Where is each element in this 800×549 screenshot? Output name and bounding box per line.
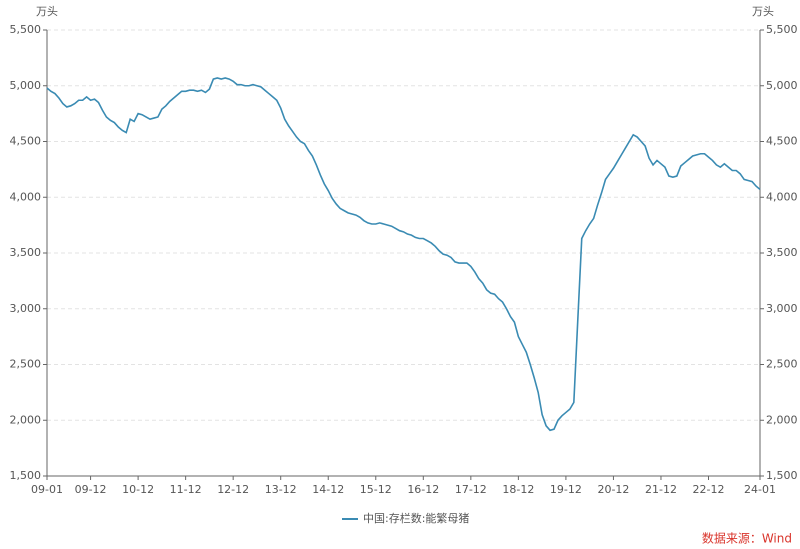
y-unit: 万头	[36, 5, 58, 18]
x-tick-label: 17-12	[455, 483, 487, 496]
y2-tick-label: 3,000	[766, 302, 798, 315]
y2-unit: 万头	[752, 5, 774, 18]
y-tick-label: 2,000	[10, 413, 42, 426]
y-tick-label: 1,500	[10, 469, 42, 482]
y2-tick-label: 4,000	[766, 190, 798, 203]
y-tick-label: 2,500	[10, 358, 42, 371]
x-tick-label: 13-12	[265, 483, 297, 496]
y-tick-label: 5,000	[10, 79, 42, 92]
y2-tick-label: 4,500	[766, 135, 798, 148]
x-tick-label: 12-12	[217, 483, 249, 496]
y-tick-label: 5,500	[10, 23, 42, 36]
x-tick-label: 11-12	[170, 483, 202, 496]
x-tick-label: 24-01	[744, 483, 776, 496]
x-tick-label: 22-12	[693, 483, 725, 496]
y-tick-label: 4,000	[10, 190, 42, 203]
legend-label: 中国:存栏数:能繁母猪	[363, 511, 469, 525]
x-tick-label: 15-12	[360, 483, 392, 496]
series-line	[46, 77, 761, 432]
y2-tick-label: 5,500	[766, 23, 798, 36]
x-tick-label: 16-12	[407, 483, 439, 496]
y2-tick-label: 3,500	[766, 246, 798, 259]
x-tick-label: 18-12	[502, 483, 534, 496]
y2-tick-label: 2,500	[766, 358, 798, 371]
x-tick-label: 14-12	[312, 483, 344, 496]
y-tick-label: 4,500	[10, 135, 42, 148]
x-tick-label: 19-12	[550, 483, 582, 496]
x-tick-label: 21-12	[645, 483, 677, 496]
x-tick-label: 09-12	[75, 483, 107, 496]
y2-tick-label: 5,000	[766, 79, 798, 92]
y-tick-label: 3,000	[10, 302, 42, 315]
x-tick-label: 09-01	[31, 483, 63, 496]
y2-tick-label: 1,500	[766, 469, 798, 482]
source-note: 数据来源：Wind	[702, 531, 792, 546]
x-tick-label: 20-12	[597, 483, 629, 496]
y-tick-label: 3,500	[10, 246, 42, 259]
x-tick-label: 10-12	[122, 483, 154, 496]
y2-tick-label: 2,000	[766, 413, 798, 426]
